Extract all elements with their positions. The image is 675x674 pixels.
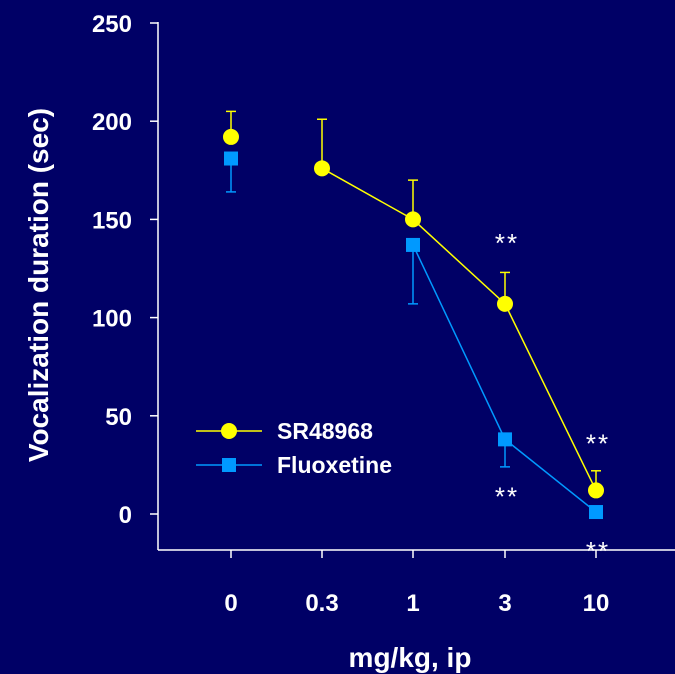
y-tick-label: 0 <box>119 502 132 529</box>
legend-label-sr48968: SR48968 <box>277 418 373 444</box>
significance-label: ** <box>495 228 519 258</box>
point-sr48968 <box>588 482 604 499</box>
point-sr48968 <box>405 211 421 228</box>
y-axis-title: Vocalization duration (sec) <box>23 108 54 462</box>
legend-marker-fluoxetine <box>222 458 236 472</box>
series-line-sr48968 <box>321 167 597 491</box>
point-fluoxetine <box>498 432 512 447</box>
y-tick-label: 50 <box>105 404 132 431</box>
y-tick-label: 150 <box>92 207 132 234</box>
plot-layer: 0 50 100 150 200 250 0 0.3 1 3 10 ** ** ** ** <box>92 11 610 617</box>
significance-label: ** <box>586 428 610 458</box>
x-tick-label: 3 <box>498 590 511 617</box>
y-tick-label: 100 <box>92 306 132 333</box>
point-sr48968 <box>314 160 330 177</box>
x-tick-label: 0 <box>224 590 237 617</box>
point-fluoxetine <box>224 151 238 166</box>
point-fluoxetine <box>589 505 603 520</box>
point-sr48968 <box>497 295 513 312</box>
y-tick-label: 250 <box>92 11 132 38</box>
significance-label: ** <box>495 481 519 511</box>
legend-label-fluoxetine: Fluoxetine <box>277 452 392 478</box>
x-tick-label: 1 <box>406 590 419 617</box>
point-sr48968 <box>223 128 239 145</box>
legend: SR48968 Fluoxetine <box>196 418 392 478</box>
point-fluoxetine <box>406 237 420 252</box>
x-tick-label: 0.3 <box>305 590 338 617</box>
legend-marker-sr48968 <box>221 423 237 439</box>
x-tick-label: 10 <box>583 590 610 617</box>
y-tick-label: 200 <box>92 109 132 136</box>
x-axis-title: mg/kg, ip <box>349 642 472 673</box>
significance-label: ** <box>586 536 610 566</box>
